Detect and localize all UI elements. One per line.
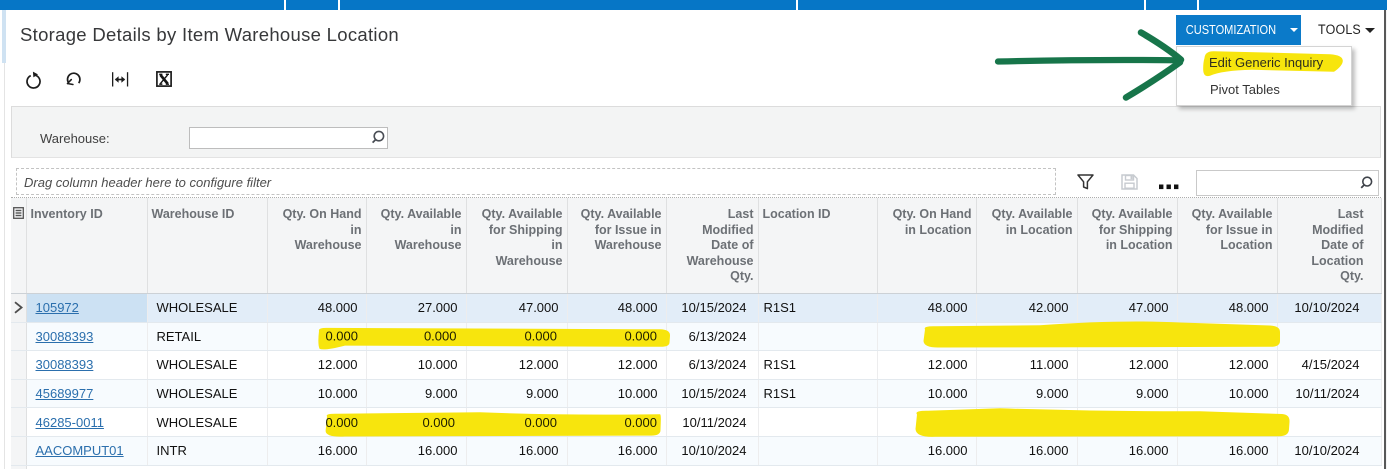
svg-text:Edit Generic Inquiry: Edit Generic Inquiry <box>1209 55 1324 70</box>
